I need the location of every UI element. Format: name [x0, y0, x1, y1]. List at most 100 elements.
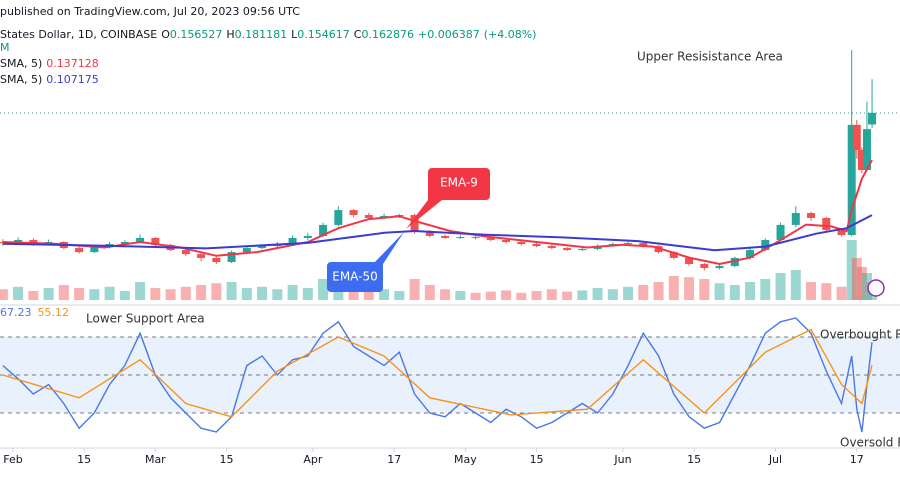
- candle-body: [90, 246, 99, 253]
- volume-bar: [180, 286, 191, 300]
- x-tick-label: Jul: [768, 453, 782, 466]
- candle-body: [242, 248, 251, 253]
- volume-bar: [302, 288, 313, 300]
- candle-body: [822, 217, 831, 231]
- volume-bar: [272, 289, 283, 300]
- candle-body: [857, 150, 866, 171]
- candle-body: [563, 248, 572, 251]
- volume-bar: [577, 290, 588, 300]
- x-tick-label: May: [454, 453, 477, 466]
- ohlc-key: L: [291, 28, 298, 41]
- volume-bar: [470, 292, 481, 300]
- volume-bar: [455, 291, 466, 300]
- legend-name: SMA, 5): [0, 73, 42, 86]
- legend-ema50: SMA, 5) 0.107175: [0, 73, 99, 86]
- candle-body: [807, 212, 816, 218]
- candle-body: [502, 239, 511, 242]
- ohlc-key: H: [226, 28, 234, 41]
- candle-body: [425, 232, 434, 236]
- ohlc-value: 0.162876: [361, 28, 414, 41]
- volume-bar: [135, 282, 146, 300]
- candle-body: [14, 239, 23, 244]
- support-annotation: Lower Support Area: [86, 312, 205, 326]
- volume-bar: [836, 286, 847, 300]
- legend-value: 0.137128: [46, 57, 99, 70]
- volume-bar: [821, 283, 832, 300]
- symbol-line: States Dollar, 1D, COINBASE O0.156527 H0.1…: [0, 28, 536, 41]
- x-tick-label: 17: [387, 453, 401, 466]
- candle-body: [761, 239, 770, 251]
- volume-bar: [607, 289, 618, 300]
- volume-bar: [653, 282, 664, 300]
- candle-body: [776, 224, 785, 240]
- volume-bar: [775, 273, 786, 300]
- volume-bar: [165, 289, 176, 300]
- candle-body: [334, 210, 343, 225]
- candle-body: [441, 235, 450, 238]
- candle-body: [837, 230, 846, 236]
- overbought-annotation: Overbought Re: [820, 328, 900, 342]
- change-pct: (+4.08%): [484, 28, 537, 41]
- volume-bar: [211, 283, 222, 300]
- candle-body: [730, 257, 739, 267]
- volume-bar: [684, 277, 695, 300]
- volume-bar: [592, 288, 603, 300]
- volume-bar: [485, 291, 496, 300]
- volume-bar: [196, 285, 207, 300]
- callout-shape: [327, 232, 404, 292]
- candle-body: [517, 241, 526, 245]
- candle-body: [288, 237, 297, 245]
- volume-bar: [531, 291, 542, 300]
- volume-bar: [851, 258, 862, 300]
- volume-bar: [318, 279, 329, 300]
- volume-bar: [424, 285, 435, 300]
- candle-body: [212, 257, 221, 263]
- candle-body: [303, 235, 312, 238]
- oversold-annotation: Oversold Re: [840, 436, 900, 450]
- ohlc-value: 0.181181: [235, 28, 288, 41]
- candle-body: [791, 212, 800, 225]
- candle-body: [364, 215, 373, 218]
- candle-body: [471, 237, 480, 239]
- candle-body: [746, 250, 755, 258]
- x-tick-label: Feb: [3, 453, 22, 466]
- candle-body: [29, 239, 38, 245]
- x-tick-label: Mar: [145, 453, 166, 466]
- volume-bar: [714, 283, 725, 300]
- ema50-callout: EMA-50: [327, 232, 404, 292]
- candle-body: [685, 257, 694, 265]
- candle-body: [136, 237, 145, 242]
- volume-bar: [119, 291, 130, 300]
- rsi-legend: 67.23 55.12: [0, 306, 69, 319]
- volume-bar: [440, 289, 451, 300]
- volume-bar: [760, 279, 771, 300]
- volume-bar: [546, 289, 557, 300]
- callout-shape: [406, 168, 490, 229]
- replay-icon[interactable]: [867, 279, 885, 297]
- volume-bar: [516, 292, 527, 300]
- candle-body: [868, 112, 877, 125]
- candle-body: [532, 244, 541, 247]
- x-tick-label: 15: [530, 453, 544, 466]
- candle-body: [715, 266, 724, 269]
- volume-bar: [699, 279, 710, 300]
- candle-body: [547, 246, 556, 249]
- candle-body: [852, 124, 861, 151]
- volume-bar: [790, 270, 801, 300]
- volume-bar: [0, 289, 8, 300]
- candle-body: [847, 124, 856, 236]
- rsi-value: 67.23: [0, 306, 32, 319]
- legend-value: 0.107175: [46, 73, 99, 86]
- candle-body: [151, 237, 160, 245]
- volume-bar: [846, 240, 857, 300]
- volume-bar: [562, 291, 573, 300]
- ohlc-value: 0.154617: [297, 28, 350, 41]
- candle-body: [227, 252, 236, 263]
- x-tick-label: Apr: [303, 453, 323, 466]
- candle-body: [197, 254, 206, 258]
- candle-body: [181, 250, 190, 255]
- x-tick-label: 15: [77, 453, 91, 466]
- callout-text: EMA-50: [332, 270, 377, 284]
- candle-body: [349, 210, 358, 216]
